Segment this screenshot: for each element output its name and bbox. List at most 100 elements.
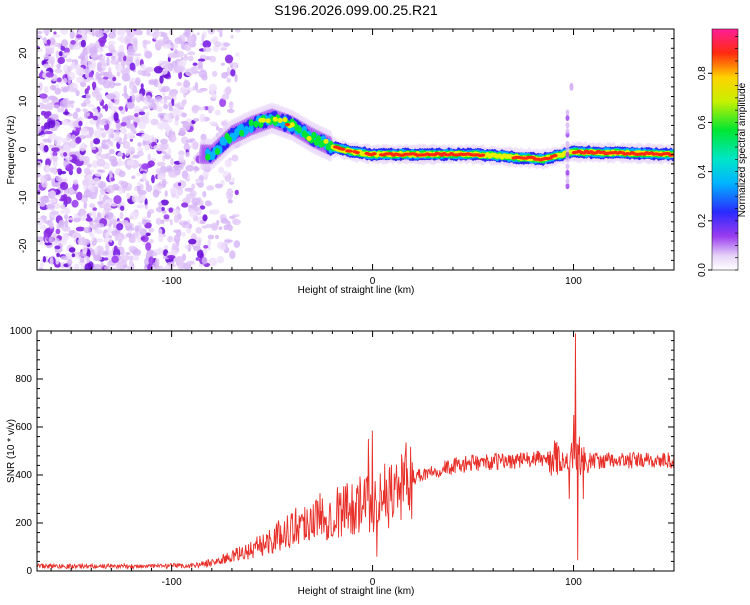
spectrogram-noise-blob (202, 171, 209, 178)
spectrogram-noise-blob (85, 93, 91, 100)
spectrogram-noise-blob (76, 167, 82, 175)
spectrogram-noise-blob (167, 62, 174, 72)
spectrogram-noise-blob (207, 105, 214, 112)
spectrogram-noise-blob (163, 245, 169, 251)
spectrogram-noise-blob (37, 116, 41, 122)
spectrogram-noise-blob (60, 204, 66, 210)
spectrogram-noise-blob (112, 76, 117, 82)
spectrogram-noise-blob (173, 229, 180, 233)
spectrogram-noise-blob (141, 163, 150, 170)
spectrogram-noise-blob (140, 116, 147, 123)
spectrogram-noise-blob (196, 249, 204, 259)
spectrogram-noise-blob (86, 104, 95, 108)
spectrogram-noise-blob (192, 62, 198, 66)
spectrogram-noise-blob (63, 207, 71, 215)
spectrogram-noise-blob (61, 87, 69, 93)
spectrogram-noise-blob (88, 178, 95, 185)
spectrogram-noise-blob (119, 248, 125, 253)
spectrogram-noise-blob (103, 237, 110, 244)
snr-y-tick-label: 400 (15, 470, 32, 481)
colorbar-gradient (711, 28, 739, 271)
spectrogram-noise-blob (232, 218, 241, 226)
spectrogram-noise-blob (136, 234, 142, 243)
spectrogram-noise-blob (109, 140, 114, 147)
spectrogram-ridge-cell (248, 119, 254, 127)
spectrogram-noise-blob (143, 219, 151, 223)
spectrogram-noise-blob (94, 246, 99, 256)
spectrogram-noise-blob (202, 40, 212, 49)
spectrogram-noise-blob (160, 199, 169, 206)
spectrogram-noise-blob (181, 112, 188, 118)
spectrogram-noise-blob (145, 242, 152, 251)
spectrogram-noise-blob (89, 203, 96, 209)
spectrogram-noise-blob (196, 179, 202, 184)
spectrogram-noise-blob (100, 154, 110, 159)
spectrogram-noise-blob (162, 92, 166, 96)
spectrogram-noise-blob (134, 225, 140, 233)
spectrogram-noise-blob (188, 204, 197, 209)
spectrogram-noise-blob (106, 184, 115, 194)
spectrogram-noise-blob (75, 191, 83, 201)
spectrogram-noise-blob (183, 80, 191, 88)
spectrogram-noise-blob (83, 111, 89, 119)
spectrogram-noise-blob (88, 64, 96, 71)
spectrogram-ridge-cell (272, 116, 278, 122)
spectrogram-noise-blob (140, 83, 144, 89)
spectrogram-noise-blob (91, 210, 97, 220)
spectrogram-ridge-cell (226, 136, 233, 144)
spectrogram-noise-blob (187, 51, 196, 56)
spectrogram-noise-blob (231, 177, 236, 183)
spectrogram-noise-blob (112, 51, 119, 58)
spectrogram-noise-blob (80, 127, 88, 136)
spectrogram-noise-blob (68, 87, 78, 93)
spectrogram-artifact (565, 156, 570, 162)
spectrogram-noise-blob (216, 29, 223, 33)
chart-title: S196.2026.099.00.25.R21 (274, 2, 438, 18)
spectrogram-noise-blob (134, 113, 139, 118)
snr-line (37, 333, 674, 571)
spectrogram-noise-blob (160, 219, 165, 224)
spectrogram-noise-blob (37, 174, 41, 178)
spectrogram-noise-blob (168, 101, 173, 109)
spectrogram-noise-blob (144, 50, 153, 59)
spectrogram-noise-blob (93, 219, 101, 223)
spectrogram-noise-blob (140, 64, 146, 70)
spectrogram-noise-blob (129, 81, 136, 90)
spectrogram-noise-blob (168, 170, 177, 178)
spectrogram-noise-blob (185, 164, 195, 172)
spectrogram-noise-blob (137, 147, 144, 153)
spectrogram-noise-blob (72, 182, 79, 191)
spectrogram-noise-blob (50, 59, 54, 68)
spectrogram-noise-blob (65, 164, 74, 172)
spectrogram-ridge-cell (296, 126, 302, 134)
spectrogram-noise-blob (58, 221, 65, 228)
spectrogram-noise-blob (136, 204, 145, 209)
spectrogram-noise-blob (132, 154, 140, 159)
spectrogram-noise-blob (186, 38, 191, 43)
spectrogram-noise-blob (100, 262, 104, 268)
spectrogram-noise-blob (201, 256, 208, 265)
spectrogram-noise-blob (116, 71, 121, 77)
spectrogram-noise-blob (154, 96, 163, 102)
spectrogram-noise-blob (82, 47, 88, 56)
spectrogram-noise-blob (146, 211, 152, 219)
spectrogram-noise-blob (233, 240, 241, 248)
spectrogram-ridge-cell (306, 136, 312, 141)
spectrogram-noise-blob (155, 206, 164, 213)
spectrogram-noise-blob (164, 265, 170, 270)
spectrogram-noise-blob (95, 71, 100, 80)
spectrogram-noise-blob (56, 252, 60, 258)
spectrogram-noise-blob (137, 181, 141, 186)
spectrogram-noise-blob (224, 175, 232, 183)
spectrogram-noise-blob (63, 111, 70, 115)
spectrogram-noise-blob (229, 250, 236, 259)
spectrogram-noise-blob (195, 257, 200, 261)
spectrogram-noise-blob (158, 233, 164, 243)
snr-y-tick-label: 200 (15, 518, 32, 529)
spectrogram-noise-blob (43, 85, 49, 94)
spectrogram-artifact (565, 183, 570, 190)
spectrogram-noise-blob (190, 160, 195, 165)
spectrogram-noise-blob (78, 209, 87, 216)
spectrogram-ridge-cell (340, 147, 346, 151)
